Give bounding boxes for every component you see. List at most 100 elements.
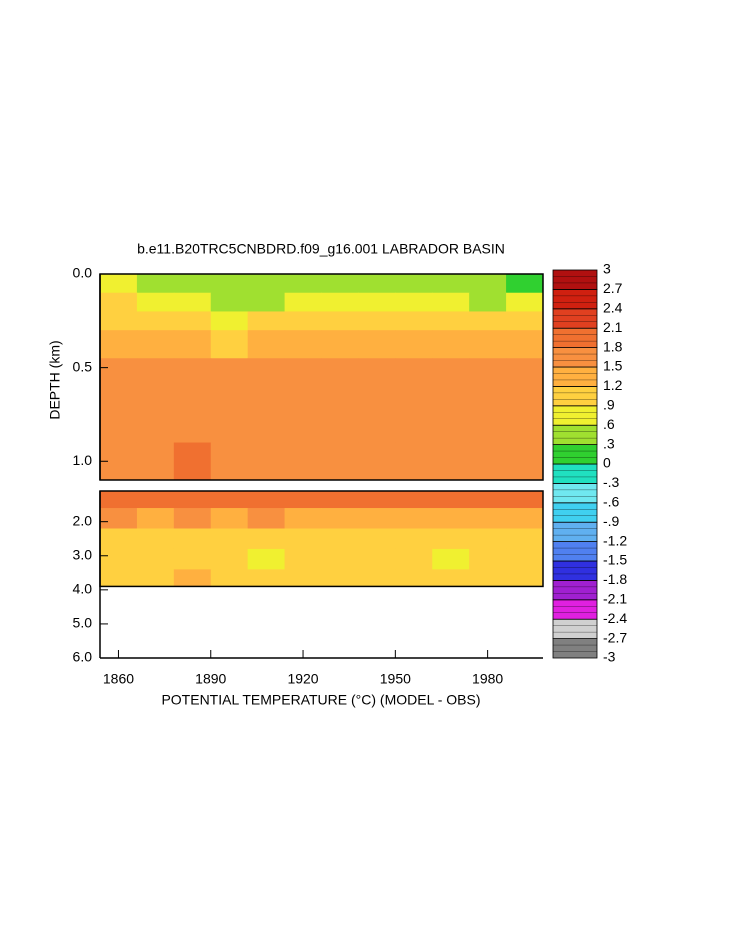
colorbar-box (552, 541, 598, 562)
colorbar-box (552, 424, 598, 446)
field-cell (321, 569, 359, 587)
field-cell (210, 292, 249, 312)
field-cell (173, 528, 212, 550)
y-axis-label: DEPTH (km) (47, 340, 63, 419)
y-tick-label: 3.0 (73, 546, 93, 562)
field-cell (173, 442, 212, 481)
colorbar-label: -3 (603, 649, 616, 665)
field-cell (247, 491, 286, 509)
colorbar-box (552, 269, 598, 290)
field-cell (321, 358, 359, 406)
x-tick-label: 1980 (472, 671, 503, 687)
field-cell (506, 528, 544, 550)
field-cell (506, 358, 544, 406)
field-cell (432, 274, 470, 294)
field-cell (284, 405, 322, 444)
colorbar-box (552, 482, 598, 504)
field-cell (469, 491, 507, 509)
field-cell (100, 358, 138, 406)
field-cell (432, 548, 470, 570)
colorbar-label: -.3 (603, 474, 620, 490)
field-cell (469, 442, 507, 481)
field-cell (173, 358, 212, 406)
field-cell (136, 405, 175, 444)
field-cell (247, 548, 286, 570)
field-cell (432, 311, 470, 331)
field-cell (432, 405, 470, 444)
field-cell (247, 330, 286, 359)
field-cell (284, 292, 322, 312)
field-cell (432, 569, 470, 587)
colorbar-box (552, 521, 598, 543)
field-cell (321, 442, 359, 481)
field-cell (284, 330, 322, 359)
field-cell (284, 508, 322, 529)
field-cell (506, 311, 544, 331)
field-cell (284, 491, 322, 509)
field-cell (210, 358, 249, 406)
field-cell (506, 292, 544, 312)
y-tick-label: 1.0 (73, 452, 93, 468)
field-cell (136, 274, 175, 294)
field-cell (432, 358, 470, 406)
field-cell (432, 491, 470, 509)
field-cell (100, 491, 138, 509)
colorbar-label: .9 (603, 397, 615, 413)
colorbar-box (552, 502, 598, 523)
colorbar-box (552, 347, 598, 368)
field-cell (506, 491, 544, 509)
field-cell (469, 508, 507, 529)
field-cell (321, 548, 359, 570)
field-cell (173, 569, 212, 587)
field-cell (247, 311, 286, 331)
field-cell (173, 491, 212, 509)
field-cell (469, 548, 507, 570)
field-cell (100, 548, 138, 570)
field-cell (506, 548, 544, 570)
field-cell (358, 311, 396, 331)
field-cell (395, 491, 433, 509)
field-cell (173, 548, 212, 570)
field-cell (506, 405, 544, 444)
field-cell (210, 442, 249, 481)
field-cell (284, 548, 322, 570)
field-cell (173, 292, 212, 312)
field-cell (136, 311, 175, 331)
colorbar-box (552, 288, 598, 310)
y-tick-label: 2.0 (73, 512, 93, 528)
field-cell (506, 330, 544, 359)
field-cell (506, 442, 544, 481)
field-cell (136, 292, 175, 312)
field-cell (395, 358, 433, 406)
field-cell (173, 330, 212, 359)
colorbar-label: -1.5 (603, 552, 627, 568)
field-cell (395, 548, 433, 570)
field-cell (100, 528, 138, 550)
field-cell (469, 292, 507, 312)
x-tick-label: 1890 (195, 671, 226, 687)
field-cell (100, 405, 138, 444)
field-cell (432, 528, 470, 550)
field-cell (321, 491, 359, 509)
field-cell (358, 528, 396, 550)
x-tick-label: 1920 (287, 671, 318, 687)
field-cell (247, 292, 286, 312)
field-cell (284, 311, 322, 331)
field-cell (173, 508, 212, 529)
field-cell (469, 528, 507, 550)
field-cell (432, 330, 470, 359)
colorbar-label: -2.1 (603, 591, 627, 607)
field-cell (247, 508, 286, 529)
field-cell (284, 569, 322, 587)
field-cell (469, 330, 507, 359)
colorbar-box (552, 308, 598, 329)
colorbar-box (552, 366, 598, 387)
y-tick-label: 6.0 (73, 649, 93, 665)
field-cell (247, 358, 286, 406)
colorbar-box (552, 580, 598, 601)
colorbar-box (552, 327, 598, 349)
y-tick-label: 4.0 (73, 581, 93, 597)
field-cell (100, 311, 138, 331)
field-cell (136, 548, 175, 570)
